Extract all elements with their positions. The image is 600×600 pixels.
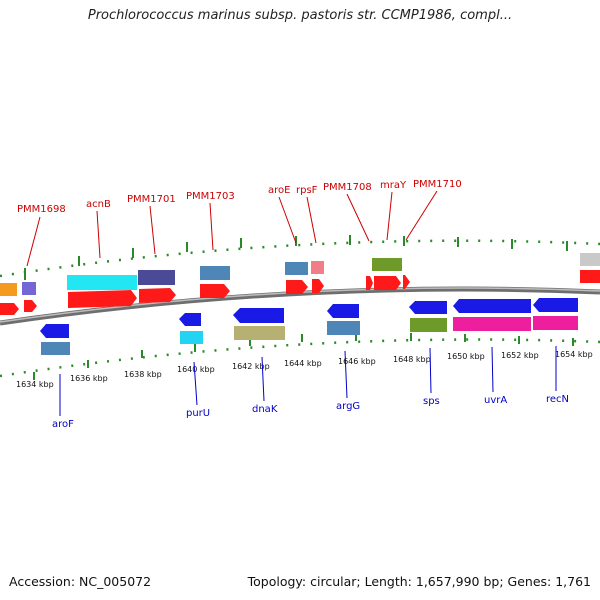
gene-arrow [40, 324, 69, 338]
gene-arrow [453, 299, 531, 313]
gene-label: acnB [86, 199, 111, 210]
gene-label: argG [336, 401, 360, 412]
gene-arrow [24, 300, 37, 312]
gene-feature [580, 270, 600, 283]
scale-label: 1648 kbp [393, 355, 431, 364]
bottom-tick-row [0, 338, 600, 378]
gene-feature [453, 317, 531, 331]
scale-label: 1644 kbp [284, 359, 322, 368]
gene-feature [533, 316, 578, 330]
gene-label: PMM1710 [413, 179, 462, 190]
gene-arrow [233, 308, 284, 323]
gene-feature [372, 258, 402, 271]
top-leaders [26, 190, 438, 267]
gene-arrow [312, 279, 324, 293]
top-features[interactable] [0, 253, 600, 315]
gene-arrow [200, 284, 230, 298]
top-tick-row [0, 239, 600, 278]
accession-text: Accession: NC_005072 [9, 574, 152, 589]
gene-label: purU [186, 408, 210, 419]
gene-feature [22, 282, 36, 295]
gene-label: recN [546, 394, 569, 405]
gene-arrow [403, 275, 410, 289]
gene-arrow [374, 276, 401, 290]
gene-label: dnaK [252, 404, 278, 415]
gene-feature [410, 318, 447, 332]
gene-feature [311, 261, 324, 274]
gene-label: PMM1701 [127, 194, 176, 205]
gene-arrow [179, 313, 201, 326]
gene-label: mraY [380, 180, 407, 191]
gene-feature [138, 270, 175, 285]
gene-label: PMM1703 [186, 191, 235, 202]
bottom-features[interactable] [40, 298, 578, 355]
gene-feature [234, 326, 285, 340]
gene-arrow [286, 280, 308, 294]
gene-label: PMM1708 [323, 182, 372, 193]
gene-arrow [409, 301, 447, 314]
scale-label: 1642 kbp [232, 362, 270, 371]
scale-label: 1654 kbp [555, 350, 593, 359]
gene-feature [67, 275, 137, 290]
gene-label: aroF [52, 419, 74, 430]
gene-label: uvrA [484, 395, 507, 406]
gene-feature [0, 283, 17, 296]
gene-feature [180, 331, 203, 344]
gene-label: rpsF [296, 185, 318, 196]
top-gene-labels: PMM1698 acnB PMM1701 PMM1703 aroE rpsF P… [17, 179, 462, 215]
scale-label: 1650 kbp [447, 352, 485, 361]
scale-label: 1638 kbp [124, 370, 162, 379]
gene-label: PMM1698 [17, 204, 66, 215]
bottom-gene-labels: aroF purU dnaK argG sps uvrA recN [52, 394, 569, 430]
scale-label: 1652 kbp [501, 351, 539, 360]
gene-arrow [139, 288, 176, 303]
gene-feature [327, 321, 360, 335]
major-ticks [24, 235, 574, 380]
gene-label: sps [423, 396, 440, 407]
gene-label: aroE [268, 185, 290, 196]
gene-arrow [327, 304, 359, 318]
gene-arrow [0, 303, 19, 315]
summary-text: Topology: circular; Length: 1,657,990 bp… [247, 574, 591, 589]
gene-feature [200, 266, 230, 280]
map-title: Prochlorococcus marinus subsp. pastoris … [87, 8, 513, 23]
scale-label: 1646 kbp [338, 357, 376, 366]
gene-arrow [68, 290, 137, 308]
scale-labels: 1634 kbp 1636 kbp 1638 kbp 1640 kbp 1642… [16, 350, 593, 389]
gene-feature [41, 342, 70, 355]
bottom-leaders [59, 346, 557, 416]
gene-feature [580, 253, 600, 266]
scale-label: 1640 kbp [177, 365, 215, 374]
scale-label: 1634 kbp [16, 380, 54, 389]
gene-arrow [533, 298, 578, 312]
gene-arrow [366, 276, 373, 290]
scale-label: 1636 kbp [70, 374, 108, 383]
gene-feature [285, 262, 308, 275]
